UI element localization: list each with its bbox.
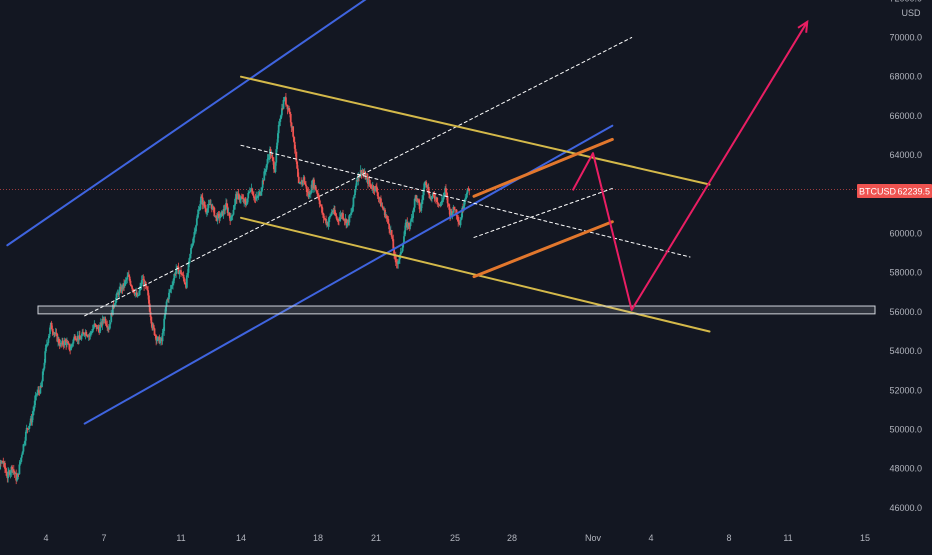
x-tick-label: 15: [860, 533, 870, 543]
y-tick-label: 52000.0: [889, 385, 922, 395]
x-tick-label: 4: [648, 533, 653, 543]
last-price-label: 62239.5: [897, 187, 930, 197]
y-tick-label: 46000.0: [889, 503, 922, 513]
candle-body: [353, 197, 355, 206]
time-axis[interactable]: 4 7 11 14 18 21 25 28 Nov 4 8 11 15: [43, 533, 870, 543]
candle-body: [163, 319, 165, 331]
candle-body: [412, 211, 414, 218]
x-tick-label: 11: [176, 533, 185, 543]
y-tick-label: 54000.0: [889, 346, 922, 356]
y-tick-label: 64000.0: [889, 150, 922, 160]
y-tick-label: 60000.0: [889, 229, 922, 239]
price-axis[interactable]: USD 46000.0 48000.0 50000.0 52000.0 54000.0 5…: [889, 0, 922, 513]
y-tick-label: 68000.0: [889, 72, 922, 82]
y-tick-label: 56000.0: [889, 307, 922, 317]
plot-background[interactable]: [0, 0, 885, 525]
y-tick-label: 70000.0: [889, 33, 922, 43]
candle-body: [369, 184, 371, 185]
y-tick-label: 58000.0: [889, 268, 922, 278]
candle-body: [468, 189, 470, 191]
candle-body: [233, 210, 235, 215]
candle-body: [285, 97, 287, 104]
candle-body: [279, 119, 281, 122]
x-tick-label: 14: [236, 533, 246, 543]
candle-body: [295, 149, 297, 152]
candle-body: [292, 126, 294, 136]
candle-body: [305, 185, 307, 187]
candle-body: [460, 220, 462, 225]
x-tick-label: Nov: [585, 533, 602, 543]
candle-body: [447, 196, 449, 203]
candle-body: [410, 221, 412, 226]
y-tick-label: 50000.0: [889, 425, 922, 435]
currency-label: USD: [901, 8, 921, 18]
candle-body: [290, 114, 292, 123]
x-tick-label: 7: [101, 533, 106, 543]
last-price-tag: BTCUSD 62239.5: [857, 184, 932, 198]
candle-body: [351, 212, 353, 213]
candle-body: [41, 381, 43, 387]
symbol-label: BTCUSD: [859, 187, 897, 197]
x-tick-label: 18: [313, 533, 323, 543]
candle-body: [349, 215, 351, 222]
candle-body: [219, 217, 221, 219]
candle-body: [263, 180, 265, 181]
candle-body: [425, 182, 427, 185]
x-tick-label: 28: [507, 533, 517, 543]
candle-body: [72, 340, 74, 344]
y-tick-label: 66000.0: [889, 111, 922, 121]
candle-body: [213, 208, 215, 216]
candle-body: [186, 275, 188, 287]
x-tick-label: 8: [726, 533, 731, 543]
candle-body: [295, 152, 297, 162]
y-tick-label: 48000.0: [889, 464, 922, 474]
x-tick-label: 4: [43, 533, 48, 543]
candle-body: [110, 322, 112, 324]
y-tick-label: 72000.0: [889, 0, 922, 3]
x-tick-label: 11: [783, 533, 792, 543]
candle-body: [48, 338, 50, 343]
candle-body: [342, 213, 344, 218]
candle-body: [126, 277, 128, 280]
x-tick-label: 25: [450, 533, 460, 543]
candle-body: [21, 455, 23, 458]
candle-body: [196, 218, 198, 225]
x-tick-label: 21: [371, 533, 381, 543]
candle-body: [19, 464, 21, 474]
support-zone-rectangle[interactable]: [38, 306, 875, 314]
candle-body: [437, 202, 439, 203]
candle-body: [387, 219, 389, 224]
